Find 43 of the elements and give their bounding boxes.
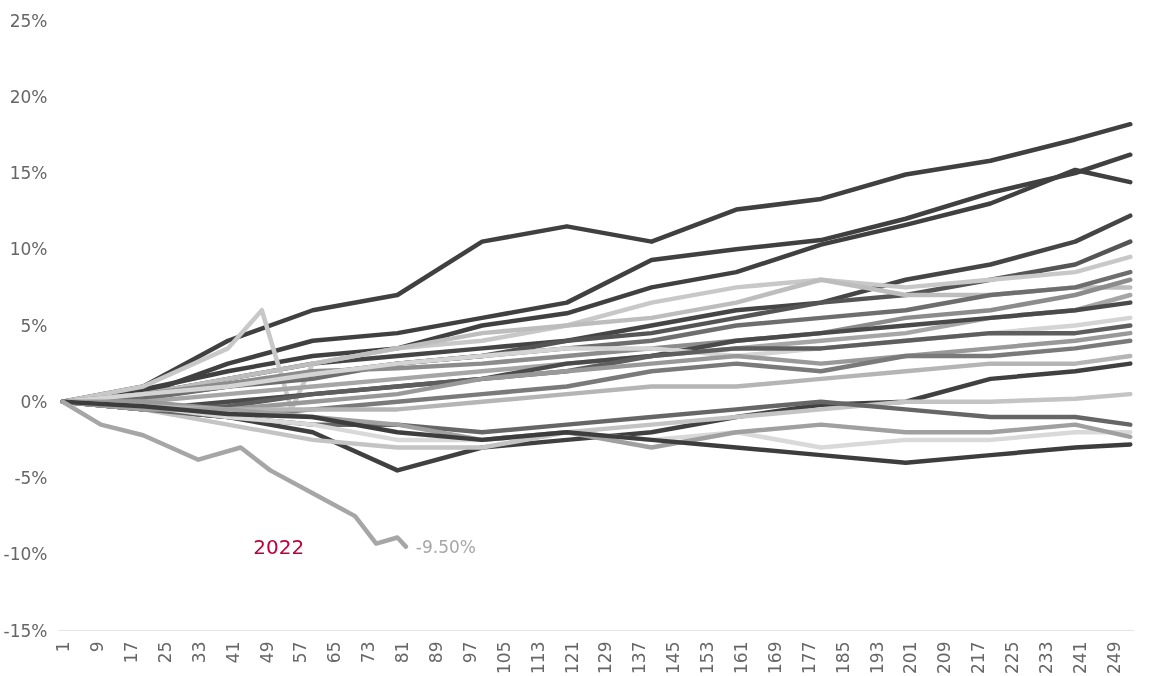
- x-tick-label: 161: [731, 641, 752, 674]
- x-tick-label: 225: [1002, 641, 1023, 674]
- x-tick-label: 89: [426, 641, 447, 664]
- x-tick-label: 209: [934, 641, 955, 674]
- x-tick-label: 169: [764, 641, 785, 674]
- y-tick-label: -10%: [3, 544, 48, 565]
- x-tick-label: 17: [121, 641, 142, 664]
- x-tick-label: 65: [324, 641, 345, 664]
- x-tick-label: 25: [154, 641, 175, 664]
- x-tick-label: 81: [392, 641, 413, 664]
- x-tick-label: 49: [256, 641, 277, 664]
- x-tick-label: 73: [358, 641, 379, 664]
- y-tick-label: 15%: [9, 163, 48, 183]
- x-tick-label: 9: [87, 641, 108, 653]
- x-tick-label: 121: [561, 641, 582, 674]
- text: 2022: [253, 534, 305, 559]
- y-tick-label: 20%: [9, 86, 48, 107]
- x-tick-label: 145: [663, 641, 684, 674]
- x-tick-label: 201: [900, 641, 921, 674]
- x-tick-label: 241: [1069, 641, 1090, 674]
- x-tick-label: 129: [595, 641, 616, 674]
- y-tick-label: 25%: [9, 10, 48, 31]
- x-tick-label: 217: [968, 641, 989, 674]
- x-tick-label: 57: [290, 641, 311, 664]
- x-tick-label: 193: [866, 641, 887, 674]
- x-tick-label: 249: [1103, 641, 1124, 674]
- y-tick-label: 5%: [20, 315, 48, 336]
- x-tick-label: 113: [527, 641, 548, 674]
- x-tick-label: 97: [459, 641, 480, 664]
- x-tick-label: 185: [832, 641, 853, 674]
- data-label: -9.50%: [415, 536, 477, 557]
- x-tick-label: 177: [798, 641, 819, 674]
- y-tick-label: -15%: [3, 620, 48, 641]
- x-tick-label: 153: [697, 641, 718, 674]
- x-tick-label: 233: [1036, 641, 1057, 674]
- x-tick-label: 41: [222, 641, 243, 664]
- x-tick-label: 105: [493, 641, 514, 674]
- x-tick-label: 33: [188, 641, 209, 664]
- y-tick-label: 0%: [20, 391, 48, 412]
- y-tick-label: -5%: [14, 468, 48, 488]
- x-tick-label: 1: [53, 641, 74, 653]
- y-tick-label: 10%: [9, 239, 48, 260]
- x-tick-label: 137: [629, 641, 650, 674]
